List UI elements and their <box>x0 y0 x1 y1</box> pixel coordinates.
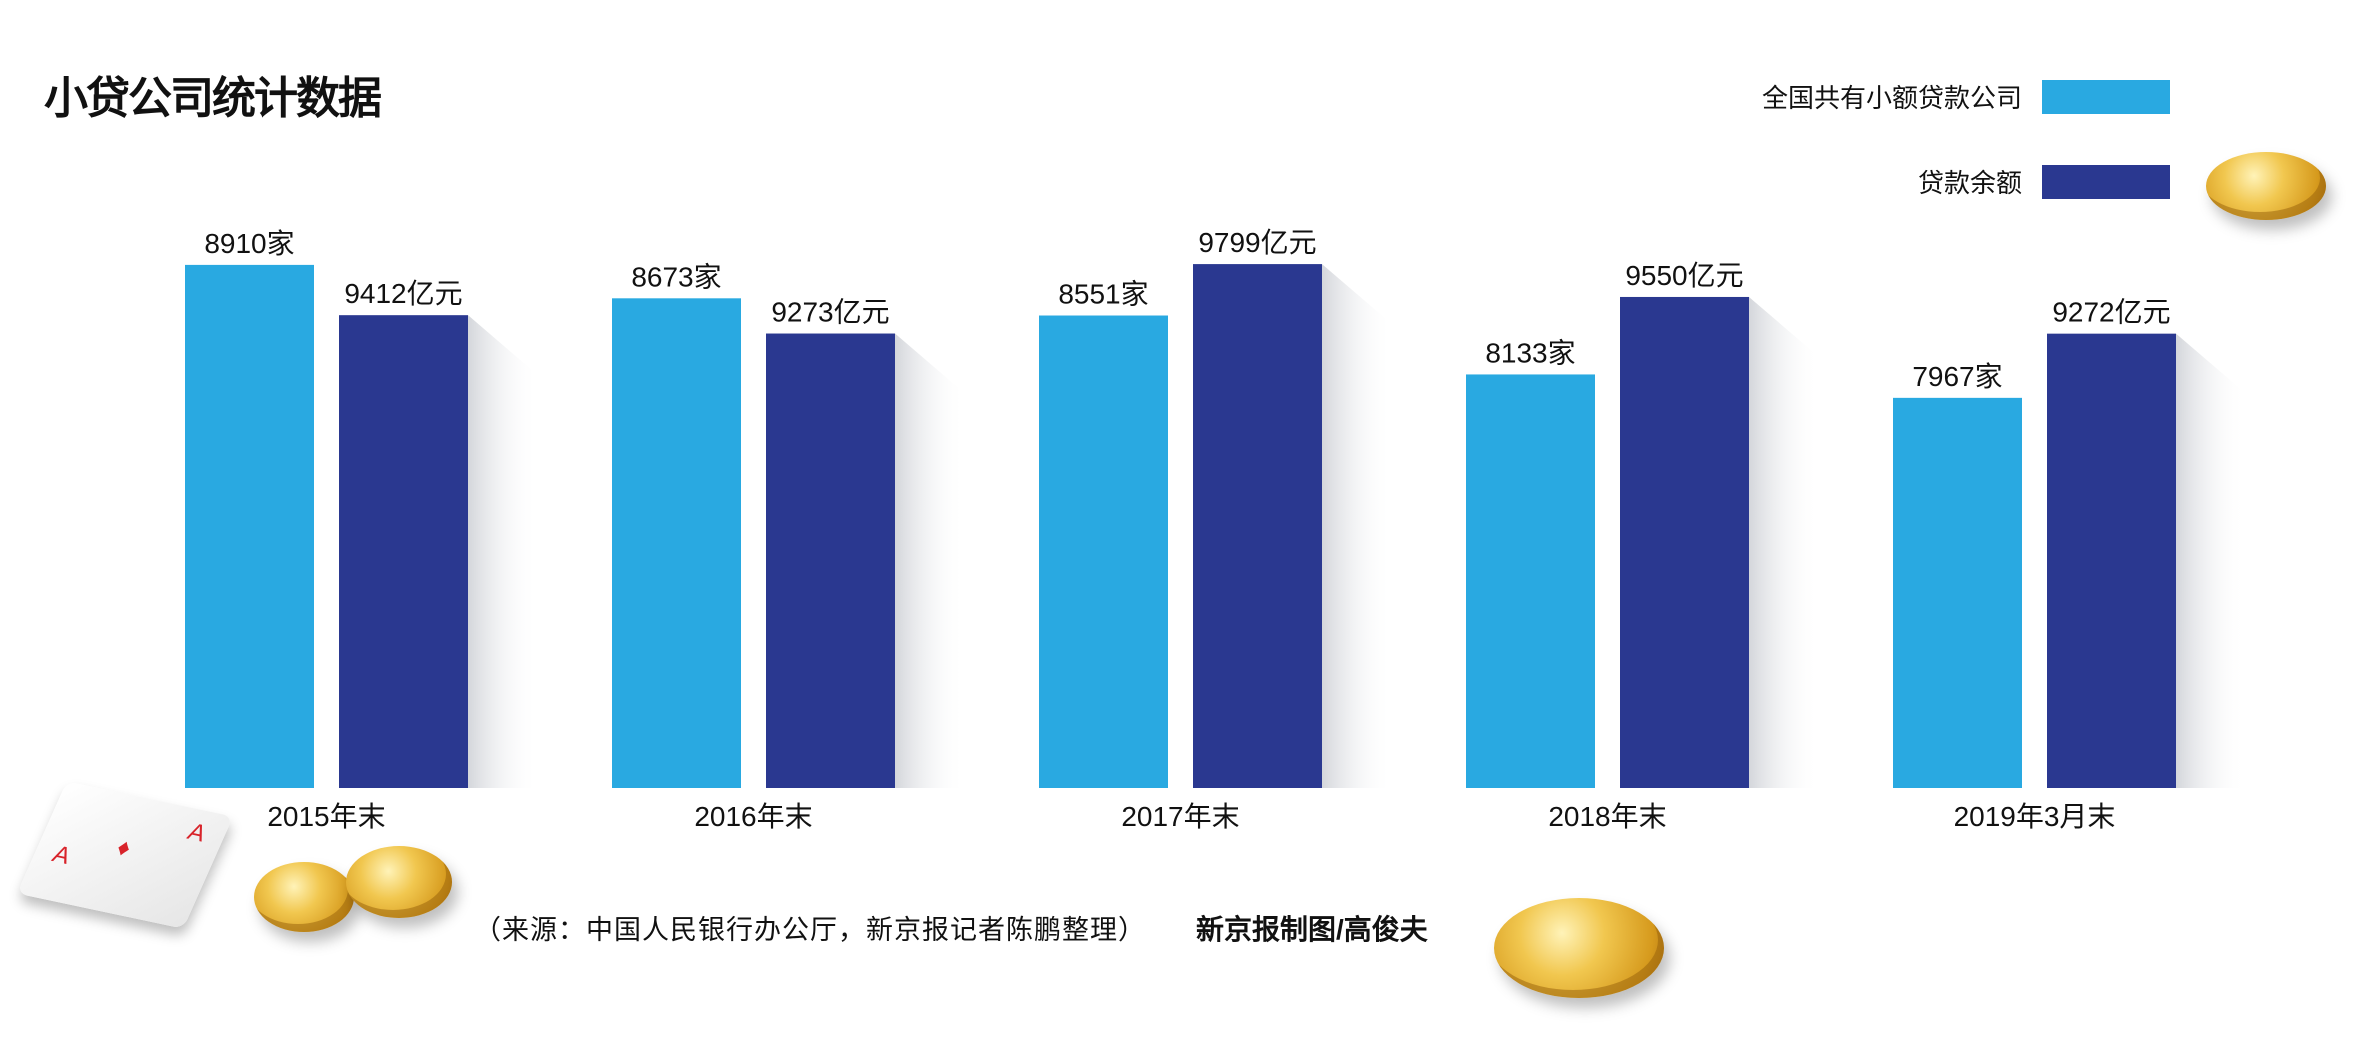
bar-shadow <box>1749 296 1819 788</box>
bar-companies <box>1466 374 1595 788</box>
data-label: 8673家 <box>631 261 721 292</box>
bar-companies <box>612 298 741 788</box>
data-label: 9799亿元 <box>1198 227 1316 258</box>
coin-icon <box>1494 898 1664 998</box>
category-label: 2017年末 <box>1121 801 1239 832</box>
coin-icon <box>346 846 452 918</box>
data-label: 8910家 <box>204 228 294 259</box>
data-label: 7967家 <box>1912 361 2002 392</box>
legend-item-loan-balance: 贷款余额 <box>1918 163 2170 200</box>
source-note: （来源：中国人民银行办公厅，新京报记者陈鹏整理） <box>474 915 1146 946</box>
legend-swatch <box>2042 164 2170 199</box>
data-label: 9273亿元 <box>771 297 889 328</box>
bar-shadow <box>1322 264 1392 788</box>
bar-loan-balance <box>1193 264 1322 788</box>
legend-label: 贷款余额 <box>1917 168 2022 198</box>
chart-title: 小贷公司统计数据 <box>44 73 382 124</box>
coin-icon <box>2206 152 2326 220</box>
graphic-credit: 新京报制图/高俊夫 <box>1196 914 1428 945</box>
bar-loan-balance <box>766 333 895 788</box>
bar-loan-balance <box>339 315 468 788</box>
category-label: 2015年末 <box>267 801 385 832</box>
bar-shadow <box>2176 333 2246 788</box>
data-label: 9272亿元 <box>2052 297 2170 328</box>
bar-companies <box>1039 315 1168 788</box>
bar-shadow <box>468 315 538 788</box>
coin-icon <box>254 862 354 932</box>
legend-label: 全国共有小额贷款公司 <box>1761 83 2022 113</box>
bar-companies <box>185 264 314 788</box>
category-label: 2016年末 <box>694 801 812 832</box>
data-label: 9412亿元 <box>344 278 462 309</box>
bar-loan-balance <box>1620 296 1749 788</box>
bar-shadow <box>895 333 965 788</box>
legend-swatch <box>2042 79 2170 114</box>
category-label: 2019年3月末 <box>1954 801 2116 832</box>
bar-loan-balance <box>2047 333 2176 788</box>
category-label: 2018年末 <box>1548 801 1666 832</box>
legend-item-companies: 全国共有小额贷款公司 <box>1762 78 2170 115</box>
data-label: 9550亿元 <box>1625 260 1743 291</box>
data-label: 8133家 <box>1485 337 1575 368</box>
data-label: 8551家 <box>1058 279 1148 310</box>
bar-companies <box>1893 397 2022 788</box>
